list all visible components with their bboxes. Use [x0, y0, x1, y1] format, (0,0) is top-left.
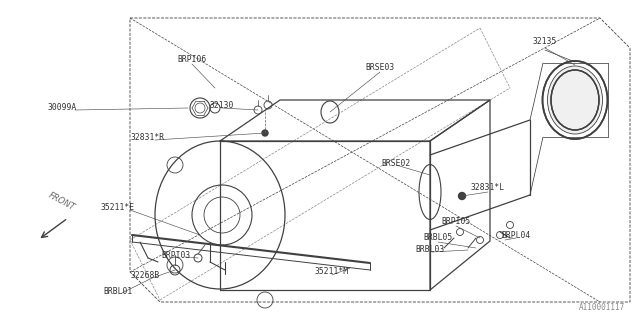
Text: 32130: 32130	[210, 100, 234, 109]
Text: 32831*R: 32831*R	[131, 133, 165, 142]
Text: 32135: 32135	[533, 37, 557, 46]
Text: 35211*E: 35211*E	[101, 204, 135, 212]
Text: FRONT: FRONT	[47, 190, 77, 212]
Text: BRBL01: BRBL01	[104, 287, 132, 297]
Text: BRSE02: BRSE02	[381, 158, 411, 167]
Ellipse shape	[547, 66, 602, 134]
Text: BRPI05: BRPI05	[442, 218, 470, 227]
Text: BRBL05: BRBL05	[424, 234, 452, 243]
Text: 30099A: 30099A	[47, 103, 77, 113]
Text: BRPI06: BRPI06	[177, 55, 207, 65]
Text: 32268B: 32268B	[131, 270, 159, 279]
Text: 32831*L: 32831*L	[471, 183, 505, 193]
Text: A110001117: A110001117	[579, 303, 625, 312]
Circle shape	[458, 193, 465, 199]
Text: BRPL04: BRPL04	[501, 230, 531, 239]
Circle shape	[262, 130, 268, 136]
Text: BRBL03: BRBL03	[415, 245, 445, 254]
Text: 35211*M: 35211*M	[315, 268, 349, 276]
Text: BRSE03: BRSE03	[365, 63, 395, 73]
Text: BRPI03: BRPI03	[161, 251, 191, 260]
